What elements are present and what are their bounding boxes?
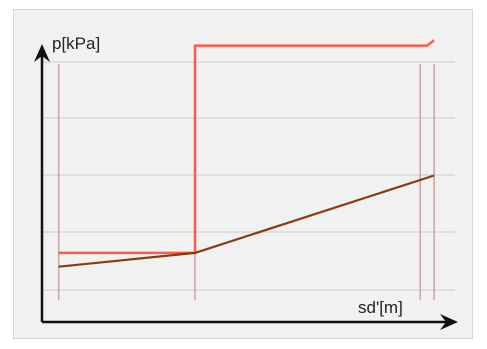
series-lines [58, 39, 435, 268]
y-axis-arrow-icon [34, 44, 50, 62]
grid-lines [42, 61, 455, 291]
vertical-guides [57, 64, 435, 300]
x-axis-arrow-icon [440, 314, 458, 330]
chart-panel [13, 9, 473, 339]
x-axis-label: sd'[m] [358, 298, 403, 317]
y-axis-label: p[kPa] [52, 34, 100, 53]
stress-ramp-line [58, 174, 435, 268]
stress-step-line [58, 39, 435, 255]
